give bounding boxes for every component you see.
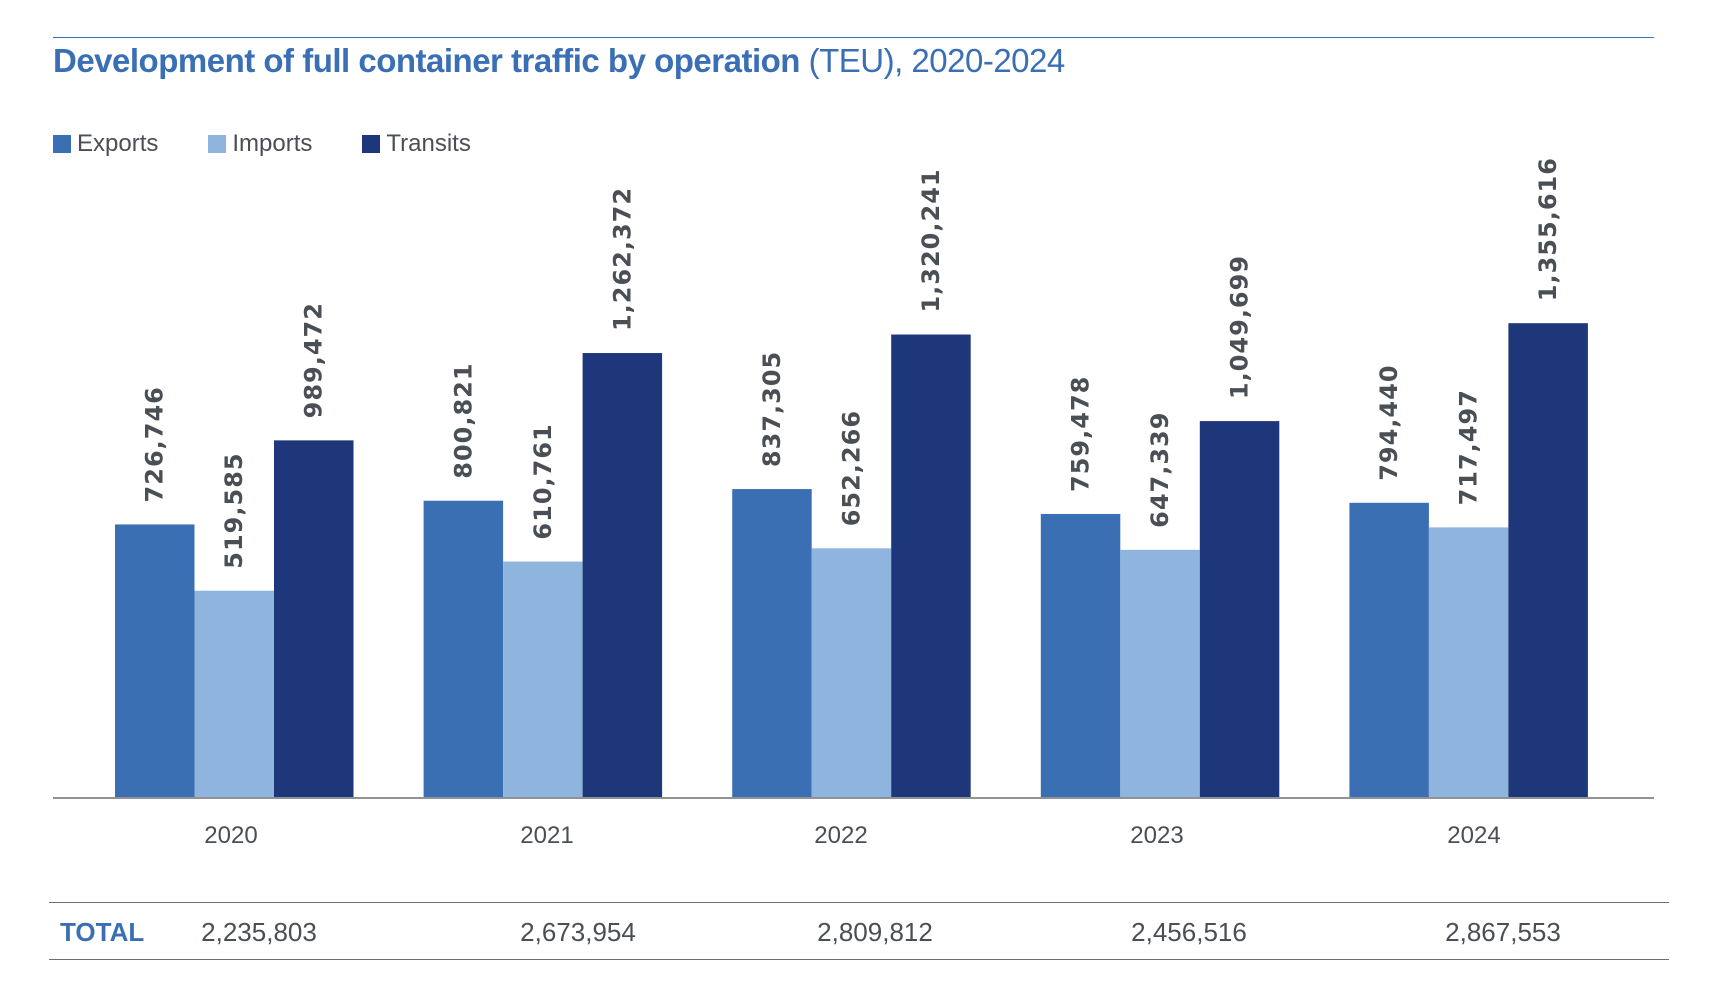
title-main: Development of full container traffic by…: [53, 42, 800, 79]
legend-swatch: [53, 135, 71, 153]
data-label-transits-2023: 1,049,699: [1226, 255, 1254, 399]
bar-transits-2022: [891, 334, 971, 797]
total-2022: 2,809,812: [817, 917, 933, 947]
legend: Exports Imports Transits: [53, 130, 471, 158]
data-label-imports-2022: 652,266: [837, 410, 865, 526]
bar-exports-2021: [423, 500, 504, 797]
x-tick-2021: 2021: [520, 822, 574, 849]
total-top-rule: [49, 902, 1669, 903]
data-label-imports-2023: 647,339: [1146, 412, 1174, 528]
bar-exports-2024: [1349, 502, 1429, 797]
data-label-exports-2024: 794,440: [1375, 364, 1403, 480]
total-bottom-rule: [49, 959, 1669, 960]
data-label-exports-2022: 837,305: [758, 351, 786, 467]
x-tick-2020: 2020: [204, 822, 258, 849]
data-label-exports-2020: 726,746: [141, 386, 169, 502]
bar-exports-2023: [1040, 513, 1121, 797]
data-label-imports-2020: 519,585: [220, 452, 248, 568]
total-2024: 2,867,553: [1445, 917, 1561, 947]
bar-transits-2021: [582, 353, 663, 797]
legend-item-transits: Transits: [362, 130, 471, 158]
legend-item-exports: Exports: [53, 130, 158, 158]
data-label-transits-2024: 1,355,616: [1534, 157, 1562, 301]
data-label-imports-2024: 717,497: [1455, 389, 1483, 505]
bar-exports-2022: [732, 489, 812, 797]
total-label: TOTAL: [60, 917, 145, 947]
legend-item-imports: Imports: [208, 130, 312, 158]
chart-title: Development of full container traffic by…: [53, 42, 1065, 80]
data-label-imports-2021: 610,761: [529, 423, 557, 539]
x-tick-2022: 2022: [814, 822, 868, 849]
legend-swatch: [208, 135, 227, 153]
title-subtitle: (TEU), 2020-2024: [808, 42, 1066, 79]
data-label-transits-2021: 1,262,372: [608, 187, 636, 331]
bar-imports-2020: [194, 590, 274, 797]
bar-imports-2024: [1428, 527, 1509, 797]
bar-imports-2023: [1120, 549, 1200, 797]
bar-transits-2023: [1199, 421, 1280, 797]
legend-swatch: [362, 135, 381, 153]
data-label-transits-2022: 1,320,241: [917, 168, 945, 312]
total-2023: 2,456,516: [1131, 917, 1247, 947]
bar-exports-2020: [115, 524, 195, 797]
bar-transits-2020: [274, 440, 354, 797]
data-label-transits-2020: 989,472: [300, 302, 328, 418]
data-label-exports-2021: 800,821: [449, 362, 477, 478]
legend-label: Exports: [77, 130, 159, 157]
bar-imports-2021: [503, 561, 583, 797]
top-rule: [53, 37, 1654, 38]
total-2021: 2,673,954: [520, 917, 636, 947]
data-label-exports-2023: 759,478: [1067, 376, 1095, 492]
x-tick-2023: 2023: [1130, 822, 1184, 849]
bar-imports-2022: [811, 548, 892, 797]
total-2020: 2,235,803: [201, 917, 317, 947]
x-tick-2024: 2024: [1447, 822, 1501, 849]
legend-label: Transits: [386, 130, 471, 157]
bar-transits-2024: [1508, 323, 1588, 797]
legend-label: Imports: [232, 130, 313, 157]
